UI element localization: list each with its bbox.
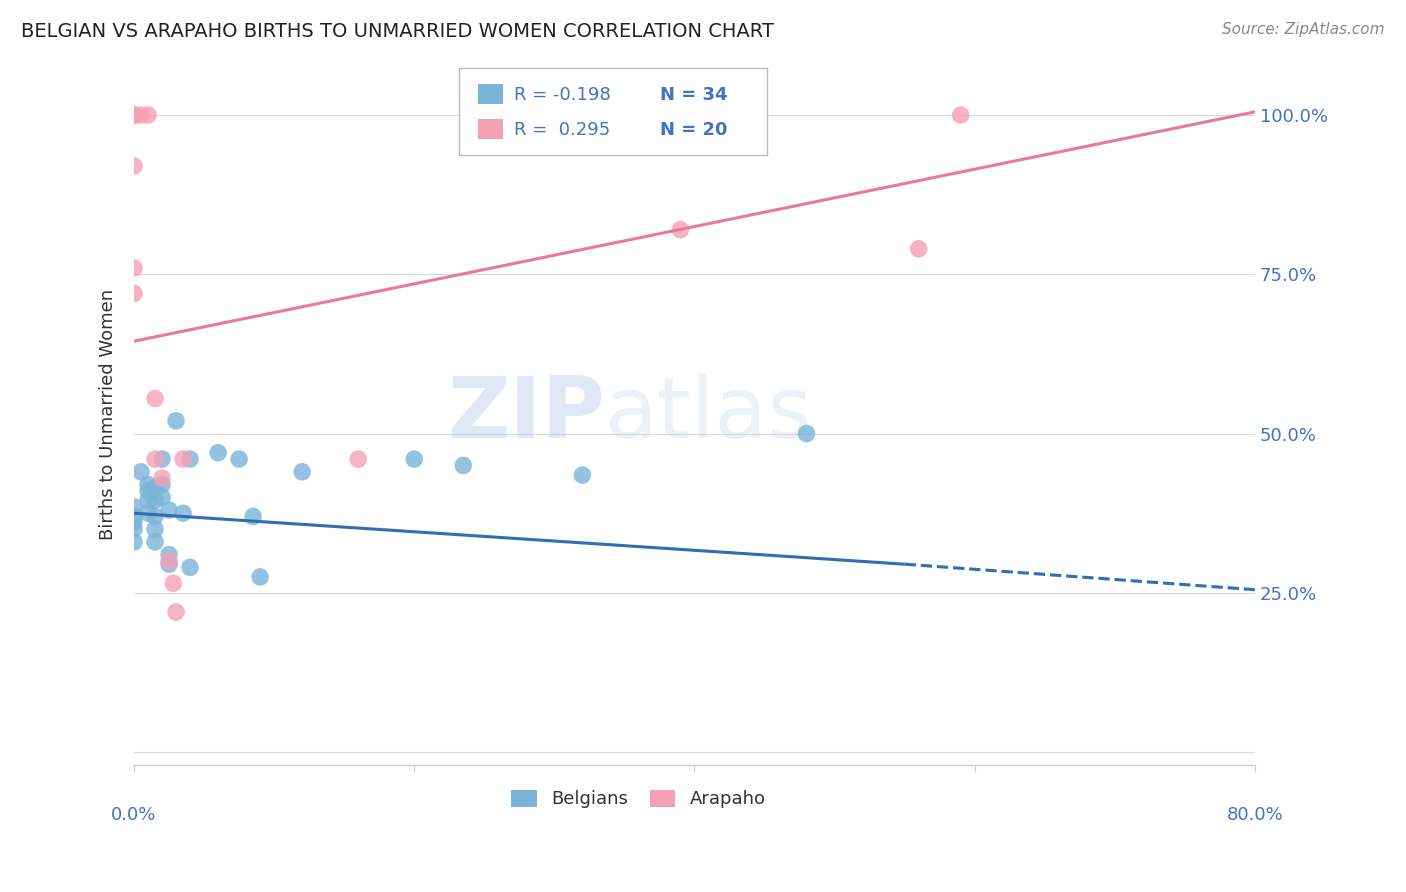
Point [143, 535, 166, 549]
Point [143, 493, 166, 508]
Point [136, 493, 159, 508]
Point [122, 522, 145, 536]
Point [571, 468, 593, 483]
Point [122, 159, 145, 173]
Point [150, 477, 173, 491]
Y-axis label: Births to Unmarried Women: Births to Unmarried Women [100, 289, 117, 540]
Point [725, 108, 748, 122]
Point [122, 108, 145, 122]
Text: N = 34: N = 34 [659, 86, 727, 103]
Point [122, 108, 145, 122]
Point [143, 522, 166, 536]
Point [669, 223, 692, 237]
Point [150, 471, 173, 485]
Legend: Belgians, Arapaho: Belgians, Arapaho [512, 789, 765, 808]
Point [179, 452, 201, 467]
Text: R =  0.295: R = 0.295 [515, 121, 610, 139]
Point [796, 426, 818, 441]
Point [150, 491, 173, 505]
Text: atlas: atlas [605, 373, 813, 456]
Point [172, 452, 194, 467]
Point [143, 509, 166, 524]
Point [291, 465, 314, 479]
Point [162, 576, 184, 591]
Point [157, 558, 180, 572]
Point [143, 481, 166, 495]
Point [172, 506, 194, 520]
Point [907, 242, 929, 256]
Point [122, 509, 145, 524]
Text: N = 20: N = 20 [659, 121, 727, 139]
Point [122, 500, 145, 514]
FancyBboxPatch shape [460, 68, 768, 155]
Point [347, 452, 370, 467]
Point [143, 452, 166, 467]
Point [129, 108, 152, 122]
Bar [478, 84, 503, 104]
Point [249, 570, 271, 584]
Point [165, 605, 187, 619]
Bar [478, 119, 503, 139]
Point [136, 477, 159, 491]
Point [136, 108, 159, 122]
Point [122, 535, 145, 549]
Point [136, 483, 159, 498]
Point [157, 554, 180, 568]
Point [143, 392, 166, 406]
Text: BELGIAN VS ARAPAHO BIRTHS TO UNMARRIED WOMEN CORRELATION CHART: BELGIAN VS ARAPAHO BIRTHS TO UNMARRIED W… [21, 22, 773, 41]
Point [129, 465, 152, 479]
Point [207, 446, 229, 460]
Text: R = -0.198: R = -0.198 [515, 86, 610, 103]
Text: ZIP: ZIP [447, 373, 605, 456]
Point [242, 509, 264, 524]
Point [157, 548, 180, 562]
Point [122, 108, 145, 122]
Text: Source: ZipAtlas.com: Source: ZipAtlas.com [1222, 22, 1385, 37]
Point [404, 452, 426, 467]
Point [179, 560, 201, 574]
Point [122, 260, 145, 275]
Point [165, 414, 187, 428]
Text: 0.0%: 0.0% [111, 806, 156, 824]
Text: 80.0%: 80.0% [1226, 806, 1284, 824]
Point [157, 503, 180, 517]
Point [122, 286, 145, 301]
Point [228, 452, 250, 467]
Point [150, 452, 173, 467]
Point [122, 516, 145, 530]
Point [451, 458, 474, 473]
Point [136, 506, 159, 520]
Point [949, 108, 972, 122]
